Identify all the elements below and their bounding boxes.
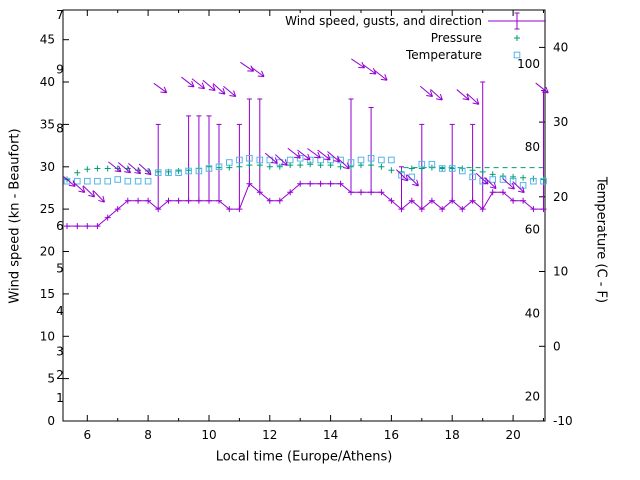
wind-direction-arrow xyxy=(374,69,388,81)
wind-direction-arrow xyxy=(264,152,278,164)
wind-direction-arrow xyxy=(181,76,195,88)
fahrenheit-label: 40 xyxy=(525,306,540,320)
beaufort-label: 2 xyxy=(56,368,64,382)
x-tick-label: 10 xyxy=(201,428,216,442)
y2-tick-label: 30 xyxy=(553,115,568,129)
y-tick-label: 5 xyxy=(47,372,55,386)
wind-direction-arrow xyxy=(502,177,515,190)
wind-direction-arrow xyxy=(108,161,122,173)
legend-label: Wind speed, gusts, and direction xyxy=(285,14,482,28)
wind-direction-arrow xyxy=(153,82,168,94)
y-tick-label: 15 xyxy=(40,287,55,301)
x-tick-label: 6 xyxy=(83,428,91,442)
wind-direction-arrow xyxy=(484,176,497,189)
legend-label: Temperature xyxy=(405,48,482,62)
y-tick-label: 20 xyxy=(40,245,55,259)
beaufort-label: 5 xyxy=(56,262,64,276)
wind-direction-arrow xyxy=(287,147,301,159)
y2-tick-label: 10 xyxy=(553,265,568,279)
wind-direction-arrow xyxy=(307,148,321,159)
wind-direction-arrow xyxy=(419,85,433,98)
beaufort-label: 1 xyxy=(56,391,64,405)
legend-label: Pressure xyxy=(431,31,482,45)
wind-direction-arrow xyxy=(406,174,419,187)
x-axis-label: Local time (Europe/Athens) xyxy=(215,449,393,465)
wind-direction-arrow xyxy=(212,83,226,95)
beaufort-label: 9 xyxy=(56,62,64,76)
beaufort-label: 8 xyxy=(56,122,64,136)
y-tick-label: 25 xyxy=(40,202,55,216)
wind-direction-arrow xyxy=(430,88,443,101)
fahrenheit-label: 60 xyxy=(525,223,540,237)
y2-axis-label: Temperature (C - F) xyxy=(593,176,609,304)
wind-direction-arrow xyxy=(466,93,480,105)
plot-border xyxy=(62,9,546,422)
wind-direction-arrow xyxy=(351,58,366,69)
wind-direction-arrow xyxy=(128,162,142,175)
y-tick-label: 45 xyxy=(40,33,55,47)
wind-direction-arrow xyxy=(250,66,265,78)
wind-direction-arrow xyxy=(138,163,152,176)
wind-direction-arrow xyxy=(275,154,288,166)
x-tick-label: 20 xyxy=(505,428,520,442)
wind-direction-arrow xyxy=(337,157,350,170)
x-tick-label: 8 xyxy=(144,428,152,442)
wind-direction-arrow xyxy=(297,149,311,161)
wind-direction-arrow xyxy=(512,181,525,194)
fahrenheit-label: 100 xyxy=(517,57,540,71)
y-tick-label: 40 xyxy=(40,75,55,89)
wind-direction-arrow xyxy=(202,79,216,92)
fahrenheit-label: 20 xyxy=(525,389,540,403)
wind-direction-arrow xyxy=(395,169,409,182)
y2-tick-label: 0 xyxy=(553,339,561,353)
wind-direction-arrow xyxy=(117,162,131,174)
y-axis-label: Wind speed (kn - Beaufort) xyxy=(7,128,23,304)
y2-tick-label: 20 xyxy=(553,190,568,204)
beaufort-label: 4 xyxy=(56,304,64,318)
y-tick-label: 30 xyxy=(40,160,55,174)
y2-tick-label: -10 xyxy=(553,414,573,428)
y-tick-label: 35 xyxy=(40,117,55,131)
beaufort-label: 7 xyxy=(56,8,64,22)
wind-direction-arrow xyxy=(223,85,237,98)
wind-direction-arrow xyxy=(92,190,105,203)
x-tick-label: 18 xyxy=(445,428,460,442)
beaufort-label: 6 xyxy=(56,219,64,233)
legend: Wind speed, gusts, and direction Pressure… xyxy=(285,12,546,62)
wind-direction-arrow xyxy=(72,181,86,193)
y-tick-label: 10 xyxy=(40,329,55,343)
wind-direction-arrow xyxy=(362,64,377,75)
wind-direction-arrow xyxy=(240,61,255,72)
wind-direction-arrow xyxy=(456,89,470,101)
y2-tick-label: 40 xyxy=(553,40,568,54)
beaufort-label: 3 xyxy=(56,345,64,359)
wind-direction-arrow xyxy=(535,82,549,94)
wind-direction-arrow xyxy=(317,149,331,161)
x-tick-label: 12 xyxy=(262,428,277,442)
wind-direction-arrow xyxy=(191,78,206,90)
x-tick-label: 16 xyxy=(384,428,399,442)
y-tick-label: 0 xyxy=(47,414,55,428)
wind-direction-arrow xyxy=(82,185,96,198)
fahrenheit-label: 80 xyxy=(525,140,540,154)
x-tick-label: 14 xyxy=(323,428,338,442)
wind-series-line xyxy=(67,182,544,227)
